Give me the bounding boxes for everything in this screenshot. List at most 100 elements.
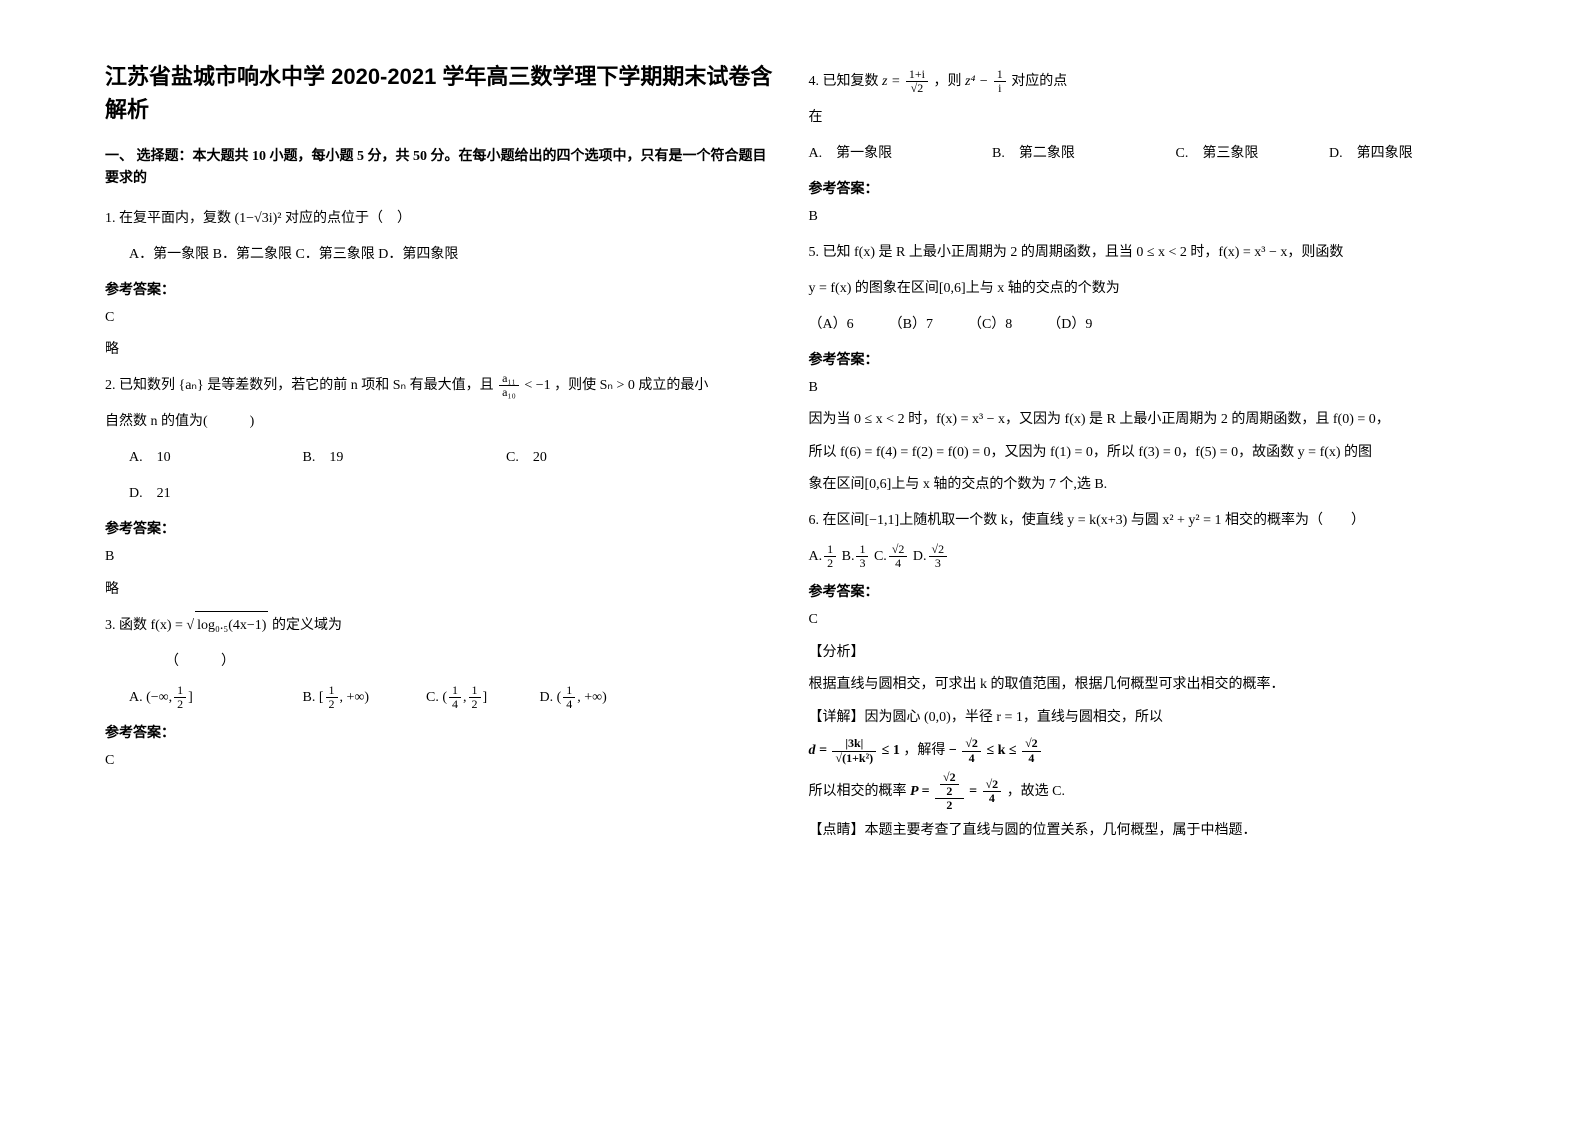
q6-prob-r-num: √2 (983, 778, 1002, 792)
q3-optA-den: 2 (174, 698, 186, 711)
q2-stem: 2. 已知数列 {aₙ} 是等差数列，若它的前 n 项和 Sₙ 有最大值，且 a… (105, 372, 779, 400)
q6-optC-pre: C. (874, 543, 887, 571)
q6-d-pre: d = (809, 743, 831, 758)
q4-mid: ，则 (934, 74, 966, 89)
q2-frac-den: a₁₀ (499, 386, 519, 399)
q3-optC-mid: , (463, 684, 467, 712)
q4-optA: A. 第一象限 (809, 140, 989, 168)
q6-optD-num: √2 (929, 543, 948, 557)
q2-options: A. 10 B. 19 C. 20 (105, 444, 779, 472)
q2-optB: B. 19 (303, 444, 503, 472)
q2-optC: C. 20 (506, 444, 547, 472)
q5-answer: B (809, 375, 1483, 402)
q4-expr-num: 1 (994, 68, 1006, 82)
q6-r-mid: ≤ k ≤ (986, 743, 1020, 758)
q3-optA-pre: A. (−∞, (129, 684, 172, 712)
q6-r-num2: √2 (1022, 737, 1041, 751)
q3-optD-pre: D. ( (540, 684, 562, 712)
q6-r-pre: − (949, 743, 960, 758)
q3-optA-post: ] (188, 684, 193, 712)
q3-optD: D. (14, +∞) (540, 684, 607, 712)
q2-answer: B (105, 544, 779, 571)
q4-pre: 4. 已知复数 (809, 74, 883, 89)
q3-optB-den: 2 (326, 698, 338, 711)
q2-post: ，则使 Sₙ > 0 成立的最小 (554, 378, 708, 393)
q3-optC-num2: 1 (469, 684, 481, 698)
q6-prob-bigfrac: √22 2 (935, 771, 964, 813)
q1-answer: C (105, 305, 779, 332)
q6-optB-pre: B. (842, 543, 855, 571)
q6-optB-num: 1 (856, 543, 868, 557)
q6-detail-label: 【详解】因为圆心 (0,0)，半径 r = 1，直线与圆相交，所以 (809, 705, 1483, 732)
q4-z-num: 1+i (906, 68, 928, 82)
q6-d-num: |3k| (832, 737, 876, 751)
q5-line1: 5. 已知 f(x) 是 R 上最小正周期为 2 的周期函数，且当 0 ≤ x … (809, 239, 1483, 267)
q6-point: 【点睛】本题主要考查了直线与圆的位置关系，几何概型，属于中档题． (809, 818, 1483, 845)
q6-optD-pre: D. (913, 543, 927, 571)
q3-optC-pre: C. ( (426, 684, 447, 712)
q3-sqrt: log₀.₅(4x−1) (195, 611, 268, 640)
q6-r-den2: 4 (1022, 752, 1041, 765)
q4-z-frac: 1+i√2 (906, 68, 928, 95)
q3-optB-pre: B. [ (303, 684, 324, 712)
q6-optC-num: √2 (889, 543, 908, 557)
q3-pre: 3. 函数 f(x) = √ (105, 618, 194, 633)
exam-title: 江苏省盐城市响水中学 2020-2021 学年高三数学理下学期期末试卷含解析 (105, 60, 779, 126)
q5-exp2: 所以 f(6) = f(4) = f(2) = f(0) = 0，又因为 f(1… (809, 440, 1483, 467)
q6-prob: 所以相交的概率 P = √22 2 = √24 ，故选 C. (809, 771, 1483, 813)
q3-optC: C. (14, 12] (426, 684, 536, 712)
q1-options: A．第一象限 B．第二象限 C．第三象限 D．第四象限 (105, 241, 779, 269)
q4-answer-label: 参考答案： (809, 178, 1483, 198)
q1-note: 略 (105, 337, 779, 364)
q6-d-post: ≤ 1 (882, 743, 900, 758)
q3-optC-post: ] (483, 684, 488, 712)
q6-optC-den: 4 (889, 557, 908, 570)
q1-stem: 1. 在复平面内，复数 (1−√3i)² 对应的点位于（ ） (105, 205, 779, 233)
q2-optD-row: D. 21 (105, 480, 779, 508)
q3-stem: 3. 函数 f(x) = √log₀.₅(4x−1) 的定义域为 (105, 611, 779, 640)
q4-z-den: √2 (906, 82, 928, 95)
q3-optC-den2: 2 (469, 698, 481, 711)
q6-prob-top-den: 2 (940, 785, 959, 798)
q6-analysis: 根据直线与圆相交，可求出 k 的取值范围，根据几何概型可求出相交的概率． (809, 672, 1483, 699)
q6-answer-label: 参考答案： (809, 581, 1483, 601)
q3-optA: A. (−∞, 12] (129, 684, 299, 712)
q2-pre: 2. 已知数列 {aₙ} 是等差数列，若它的前 n 项和 Sₙ 有最大值，且 (105, 378, 497, 393)
q2-optD: D. 21 (129, 480, 171, 508)
q6-prob-post: ，故选 C. (1007, 784, 1065, 799)
q3-optB-post: , +∞) (340, 684, 370, 712)
q6-stem: 6. 在区间[−1,1]上随机取一个数 k，使直线 y = k(x+3) 与圆 … (809, 507, 1483, 535)
q4-expr-frac: 1i (994, 68, 1006, 95)
q5-exp3: 象在区间[0,6]上与 x 轴的交点的个数为 7 个,选 B. (809, 472, 1483, 499)
q6-detail-formula: d = |3k|√(1+k²) ≤ 1 ，解得 − √24 ≤ k ≤ √24 (809, 737, 1483, 765)
q6-answer: C (809, 607, 1483, 634)
q6-d-mid: ，解得 (903, 743, 949, 758)
q4-options: A. 第一象限 B. 第二象限 C. 第三象限 D. 第四象限 (809, 140, 1483, 168)
q4-z-pre: z = (882, 74, 904, 89)
q6-prob-r-den: 4 (983, 792, 1002, 805)
q6-options: A. 12 B. 13 C. √24 D. √23 (809, 543, 1483, 571)
q4-stem: 4. 已知复数 z = 1+i√2 ，则 z⁴ − 1i 对应的点 (809, 68, 1483, 96)
q3-optD-num: 1 (563, 684, 575, 698)
q6-optA-pre: A. (809, 543, 823, 571)
section-1-heading: 一、 选择题：本大题共 10 小题，每小题 5 分，共 50 分。在每小题给出的… (105, 146, 779, 191)
q4-expr-pre: z⁴ − (965, 74, 992, 89)
q3-optA-num: 1 (174, 684, 186, 698)
q6-prob-P: P = (910, 784, 933, 799)
q1-answer-label: 参考答案： (105, 279, 779, 299)
q6-optA-den: 2 (824, 557, 836, 570)
q3-optD-den: 4 (563, 698, 575, 711)
q6-d-den: √(1+k²) (832, 752, 876, 765)
q2-frac-num: a₁₁ (499, 372, 519, 386)
q3-post: 的定义域为 (272, 618, 342, 633)
q4-optD: D. 第四象限 (1329, 140, 1413, 168)
q4-expr-den: i (994, 82, 1006, 95)
q6-r-den: 4 (962, 752, 981, 765)
q6-prob-top-num: √2 (940, 771, 959, 785)
q3-answer-label: 参考答案： (105, 722, 779, 742)
q6-prob-topfrac: √22 (935, 771, 964, 799)
q3-optC-den1: 4 (449, 698, 461, 711)
q6-prob-den: 2 (935, 799, 964, 812)
q2-optA: A. 10 (129, 444, 299, 472)
q3-optD-post: , +∞) (577, 684, 607, 712)
